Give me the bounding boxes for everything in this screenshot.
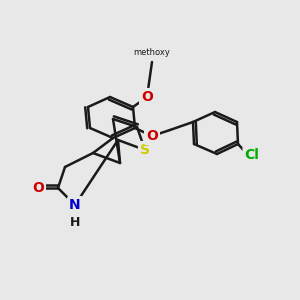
Text: methoxy: methoxy [134,48,170,57]
Text: S: S [140,143,150,157]
Text: O: O [32,181,44,195]
Text: N: N [69,198,81,212]
Text: H: H [70,215,80,229]
Text: O: O [146,129,158,143]
Text: Cl: Cl [244,148,260,162]
Text: O: O [141,90,153,104]
